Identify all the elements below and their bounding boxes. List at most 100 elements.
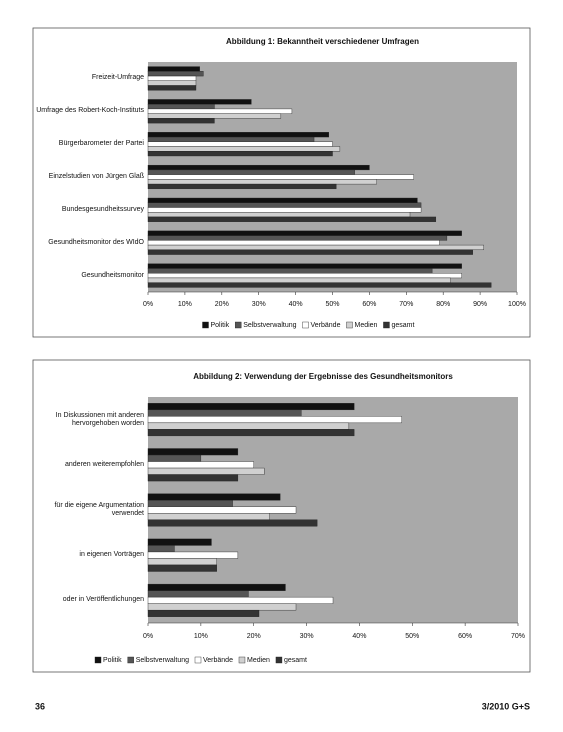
legend-label: gesamt xyxy=(391,322,414,329)
bar xyxy=(147,273,462,279)
page-number: 36 xyxy=(35,701,45,711)
bar xyxy=(147,108,293,114)
chart-title: Abbildung 2: Verwendung der Ergebnisse d… xyxy=(193,372,453,381)
bar xyxy=(147,207,422,213)
bar xyxy=(147,474,239,482)
bar xyxy=(147,609,260,617)
x-tick-label: 20% xyxy=(247,633,261,640)
bar xyxy=(147,183,337,190)
category-label: Freizeit-Umfrage xyxy=(91,74,144,82)
bar xyxy=(147,564,217,572)
category-text: oder in Veröffentlichungen xyxy=(62,596,144,604)
bar xyxy=(147,118,215,124)
bar xyxy=(147,429,355,437)
x-tick-label: 70% xyxy=(399,301,413,308)
legend-swatch xyxy=(238,656,246,664)
legend-label: Medien xyxy=(247,657,270,664)
bar xyxy=(147,197,418,203)
x-tick-label: 50% xyxy=(325,301,339,308)
bar xyxy=(147,422,350,430)
bar xyxy=(147,85,197,91)
bar xyxy=(147,113,282,119)
legend-swatch xyxy=(127,656,134,664)
bar xyxy=(147,202,422,208)
legend-swatch xyxy=(234,321,242,329)
legend-swatch xyxy=(202,321,209,329)
legend-label: Politik xyxy=(103,657,122,664)
bar xyxy=(147,409,302,417)
bar xyxy=(147,174,414,180)
bar xyxy=(147,590,249,598)
bar xyxy=(147,66,200,72)
category-label: Bundesgesundheitssurvey xyxy=(61,205,144,213)
bar xyxy=(147,454,202,462)
issue: 3/2010 G+S xyxy=(482,701,530,711)
bar xyxy=(147,416,402,424)
bar xyxy=(147,506,297,514)
category-text: Gesundheitsmonitor xyxy=(81,271,144,279)
bar xyxy=(147,282,492,288)
bar xyxy=(147,132,330,138)
category-label: In Diskussionen mit anderen hervorgehobe… xyxy=(55,411,144,427)
bar xyxy=(147,141,333,147)
bar xyxy=(147,403,355,411)
bar xyxy=(147,467,265,475)
bar xyxy=(147,235,448,241)
x-tick-label: 50% xyxy=(405,633,419,640)
bar xyxy=(147,513,270,520)
bar xyxy=(147,249,473,255)
x-tick-label: 60% xyxy=(362,301,376,308)
bar xyxy=(147,151,333,157)
chart-title: Abbildung 1: Bekanntheit verschiedener U… xyxy=(226,37,419,46)
legend-label: Selbstverwaltung xyxy=(243,322,296,329)
bar xyxy=(147,240,440,246)
legend-label: gesamt xyxy=(284,657,307,664)
bar xyxy=(147,169,355,175)
category-label: für die eigene Argumentation verwendet xyxy=(54,501,144,517)
category-text: In Diskussionen mit anderen hervorgehobe… xyxy=(55,411,144,427)
category-text: Einzelstudien von Jürgen Glaß xyxy=(48,172,144,180)
bar xyxy=(147,71,204,77)
x-tick-label: 0% xyxy=(143,633,153,640)
category-label: Einzelstudien von Jürgen Glaß xyxy=(48,172,144,180)
legend-swatch xyxy=(194,656,202,664)
legend-label: Politik xyxy=(211,322,230,329)
bar xyxy=(147,263,462,269)
bar xyxy=(147,448,239,456)
bar xyxy=(147,146,341,152)
category-label: Gesundheitsmonitor des WIdO xyxy=(48,238,144,246)
legend-label: Verbände xyxy=(311,322,341,329)
legend-swatch xyxy=(302,321,309,329)
bar xyxy=(147,538,212,546)
category-text: für die eigene Argumentation verwendet xyxy=(54,501,144,517)
legend-swatch xyxy=(275,656,283,664)
bar xyxy=(147,461,254,469)
bar xyxy=(147,500,233,507)
category-label: oder in Veröffentlichungen xyxy=(62,596,144,604)
x-tick-label: 40% xyxy=(289,301,303,308)
category-text: Gesundheitsmonitor des WIdO xyxy=(48,238,144,246)
figure-frame xyxy=(32,359,531,673)
bar xyxy=(147,103,215,110)
legend-swatch xyxy=(383,321,390,329)
category-text: anderen weiterempfohlen xyxy=(65,460,144,468)
bar xyxy=(147,583,286,591)
category-label: in eigenen Vorträgen xyxy=(79,551,144,559)
category-label: Gesundheitsmonitor xyxy=(81,271,144,279)
x-tick-label: 0% xyxy=(143,301,153,308)
bar xyxy=(147,603,297,611)
bar xyxy=(147,75,197,81)
bar xyxy=(147,545,175,553)
category-text: Freizeit-Umfrage xyxy=(91,74,144,82)
bar xyxy=(147,244,484,251)
bar xyxy=(147,551,239,559)
x-tick-label: 100% xyxy=(508,301,526,308)
x-tick-label: 10% xyxy=(194,633,208,640)
bar xyxy=(147,277,451,283)
category-text: Bundesgesundheitssurvey xyxy=(61,205,144,213)
x-tick-label: 80% xyxy=(436,301,450,308)
category-text: in eigenen Vorträgen xyxy=(79,551,144,559)
category-label: Umfrage des Robert-Koch-Instituts xyxy=(36,107,144,114)
category-label: anderen weiterempfohlen xyxy=(65,460,144,468)
legend-swatch xyxy=(346,321,353,329)
